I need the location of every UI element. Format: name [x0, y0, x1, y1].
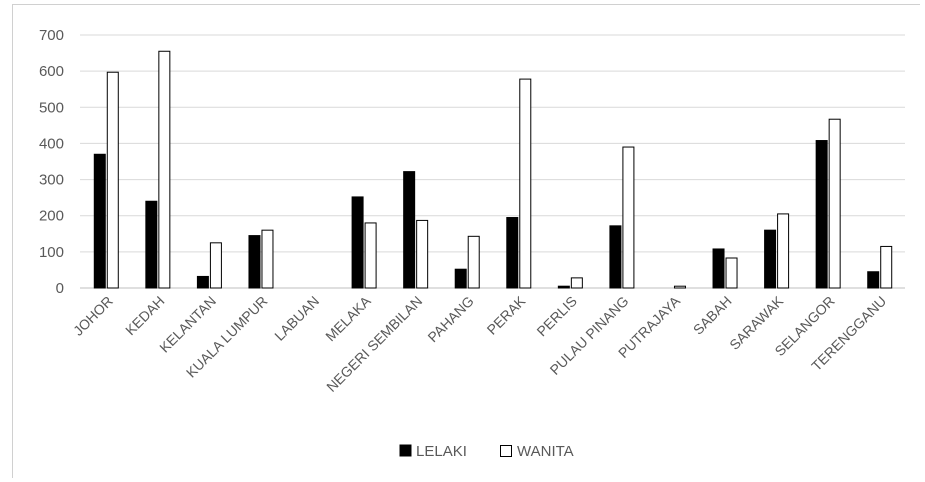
y-tick-label: 100 [39, 244, 64, 261]
bar-lelaki [93, 153, 106, 289]
x-category-label: LABUAN [271, 293, 322, 344]
bar-lelaki [506, 217, 519, 289]
x-category-label: PERLIS [533, 293, 580, 340]
y-tick-label: 200 [39, 208, 64, 225]
bar-wanita [416, 219, 429, 289]
legend-swatch-wanita [500, 445, 512, 457]
bar-wanita [622, 146, 635, 289]
bar-wanita [209, 242, 222, 289]
bar-lelaki [351, 196, 364, 289]
bar-lelaki [557, 285, 570, 289]
legend-swatch-lelaki [399, 444, 412, 457]
bar-lelaki [403, 171, 416, 289]
x-category-label: MELAKA [322, 292, 374, 344]
bar-lelaki [248, 235, 261, 289]
bar-lelaki [712, 248, 725, 289]
x-category-label: NEGERI SEMBILAN [323, 293, 425, 395]
legend: LELAKI WANITA [399, 443, 574, 460]
bar-wanita [828, 118, 841, 289]
y-tick-label: 700 [39, 27, 64, 44]
y-tick-label: 600 [39, 63, 64, 80]
bar-lelaki [609, 225, 622, 289]
bar-wanita [519, 78, 532, 289]
bar-wanita [673, 285, 686, 289]
bar-wanita [467, 235, 480, 289]
y-tick-label: 300 [39, 172, 64, 189]
y-tick-label: 400 [39, 135, 64, 152]
y-axis-tick-labels: 0 100 200 300 400 500 600 700 [39, 27, 64, 297]
bar-lelaki [764, 229, 777, 289]
legend-label-lelaki: LELAKI [416, 443, 467, 460]
bar-wanita [261, 229, 274, 289]
bar-wanita [777, 213, 790, 289]
x-category-label: SABAH [690, 293, 735, 338]
bar-wanita [364, 222, 377, 289]
x-category-label: PAHANG [424, 293, 476, 345]
y-tick-label: 0 [56, 280, 64, 297]
y-tick-label: 500 [39, 99, 64, 116]
bar-lelaki [196, 275, 209, 289]
bars [93, 50, 893, 289]
bar-lelaki [454, 268, 467, 289]
x-category-label: KEDAH [122, 293, 167, 338]
legend-label-wanita: WANITA [517, 443, 574, 460]
bar-lelaki [145, 200, 158, 289]
bar-wanita [106, 71, 119, 289]
bar-lelaki [867, 271, 880, 289]
x-category-label: PERAK [484, 292, 529, 337]
bar-wanita [158, 50, 171, 289]
bar-wanita [725, 257, 738, 289]
bar-lelaki [815, 140, 828, 289]
x-category-label: JOHOR [70, 293, 116, 339]
bar-wanita [570, 277, 583, 289]
bar-wanita [880, 245, 893, 289]
